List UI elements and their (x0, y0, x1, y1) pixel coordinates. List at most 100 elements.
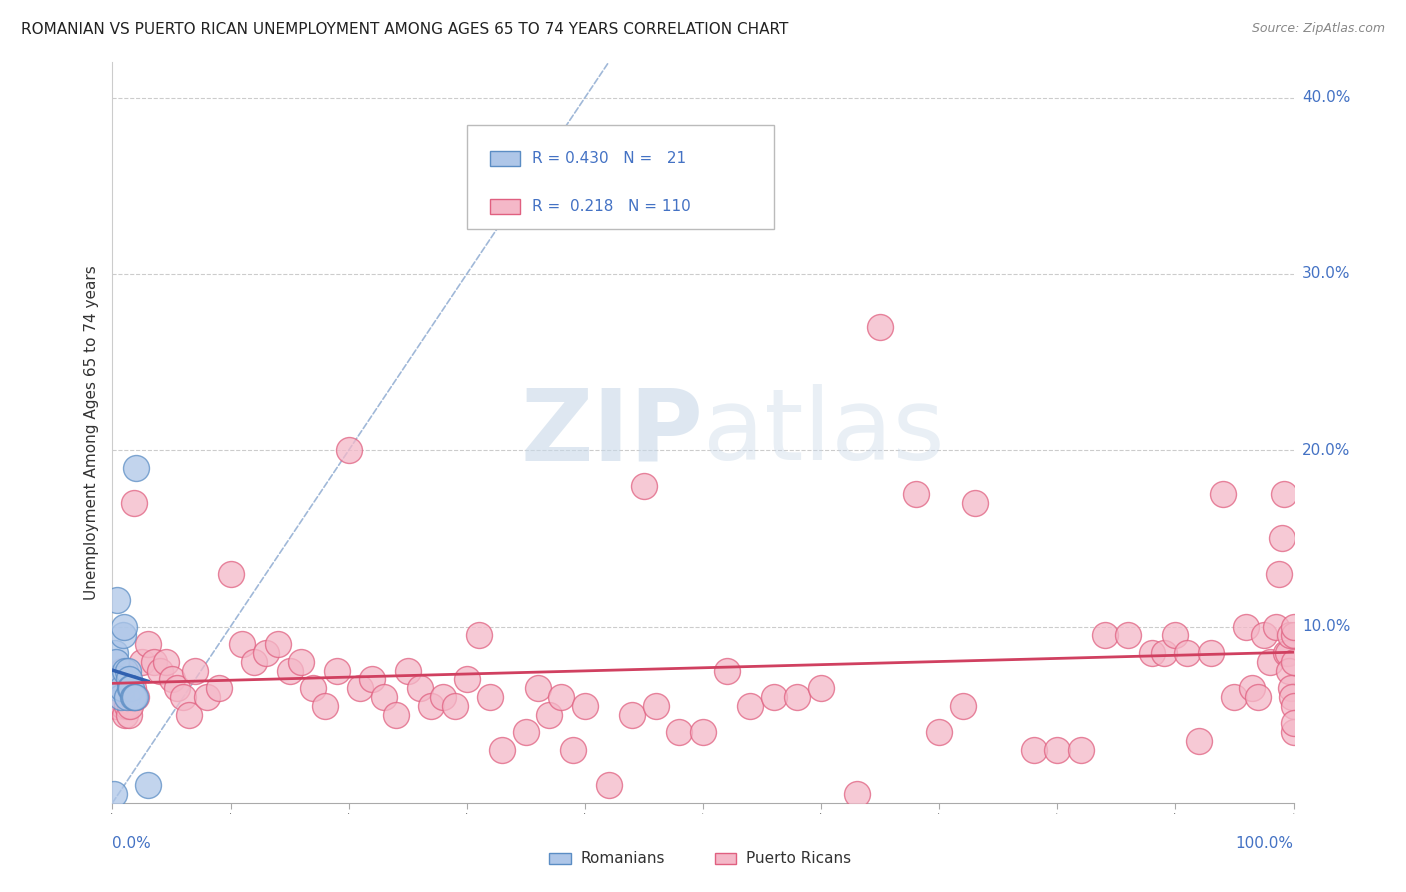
Point (117, 664, 139, 678)
Point (740, 698, 762, 713)
Point (668, 725, 690, 739)
Point (155, 655, 177, 669)
Point (231, 637, 253, 651)
Point (290, 655, 312, 669)
Point (550, 690, 572, 704)
Point (120, 681, 142, 696)
Point (112, 628, 135, 642)
Point (644, 698, 666, 713)
Point (107, 681, 129, 696)
Point (538, 707, 561, 722)
Point (491, 743, 513, 757)
Text: Romanians: Romanians (581, 851, 665, 866)
Point (1199, 646, 1222, 660)
Point (1278, 664, 1301, 678)
Point (112, 698, 135, 713)
Point (149, 664, 172, 678)
Point (121, 681, 143, 696)
Point (120, 698, 142, 713)
Text: 0.0%: 0.0% (112, 836, 152, 851)
Point (810, 681, 832, 696)
Point (1277, 646, 1299, 660)
Point (716, 664, 738, 678)
Point (122, 690, 145, 704)
Point (112, 619, 135, 633)
Point (104, 646, 127, 660)
Point (118, 707, 141, 722)
Point (125, 461, 148, 475)
Point (1278, 628, 1301, 642)
Text: Puerto Ricans: Puerto Ricans (745, 851, 851, 866)
Point (869, 319, 891, 334)
Point (114, 707, 136, 722)
Point (131, 655, 153, 669)
Point (120, 681, 142, 696)
Point (373, 690, 395, 704)
Point (1164, 628, 1187, 642)
Point (326, 664, 349, 678)
Point (337, 443, 360, 458)
Point (166, 681, 188, 696)
Point (1175, 646, 1198, 660)
Point (692, 725, 714, 739)
Point (456, 673, 478, 687)
Point (142, 655, 165, 669)
Point (1275, 646, 1298, 660)
Point (1282, 698, 1305, 713)
Point (1282, 619, 1305, 633)
FancyBboxPatch shape (714, 853, 737, 863)
Point (526, 681, 548, 696)
Text: Source: ZipAtlas.com: Source: ZipAtlas.com (1251, 22, 1385, 36)
Point (952, 698, 974, 713)
Point (314, 698, 336, 713)
Point (1282, 655, 1305, 669)
Point (267, 637, 290, 651)
Point (1279, 681, 1302, 696)
Point (574, 698, 596, 713)
Point (160, 673, 183, 687)
Point (396, 664, 419, 678)
Point (361, 673, 384, 687)
Point (515, 725, 537, 739)
Point (1094, 628, 1116, 642)
Point (1247, 690, 1270, 704)
Point (105, 673, 128, 687)
Point (120, 690, 142, 704)
Point (208, 681, 231, 696)
Point (349, 681, 371, 696)
Point (105, 698, 128, 713)
Text: atlas: atlas (703, 384, 945, 481)
Point (408, 681, 430, 696)
Point (1153, 646, 1175, 660)
FancyBboxPatch shape (467, 126, 773, 229)
Point (1282, 725, 1305, 739)
Point (786, 690, 808, 704)
Text: R = 0.430   N =   21: R = 0.430 N = 21 (531, 151, 686, 166)
FancyBboxPatch shape (491, 152, 520, 166)
Point (1140, 646, 1163, 660)
Point (467, 628, 489, 642)
Point (1241, 681, 1264, 696)
Point (1116, 628, 1139, 642)
Point (1022, 743, 1045, 757)
Point (125, 690, 148, 704)
Point (633, 478, 655, 492)
Point (1188, 734, 1211, 748)
Point (1282, 628, 1305, 642)
Text: 10.0%: 10.0% (1302, 619, 1350, 634)
Point (121, 690, 143, 704)
Point (621, 707, 644, 722)
Point (108, 673, 131, 687)
Point (420, 698, 443, 713)
Point (254, 646, 277, 660)
FancyBboxPatch shape (491, 200, 520, 214)
Point (219, 566, 242, 581)
Point (184, 664, 207, 678)
Point (136, 637, 159, 651)
Point (1264, 619, 1286, 633)
Point (1272, 487, 1295, 501)
Point (136, 778, 159, 792)
Point (1253, 628, 1275, 642)
Point (1282, 716, 1305, 731)
Point (114, 664, 136, 678)
